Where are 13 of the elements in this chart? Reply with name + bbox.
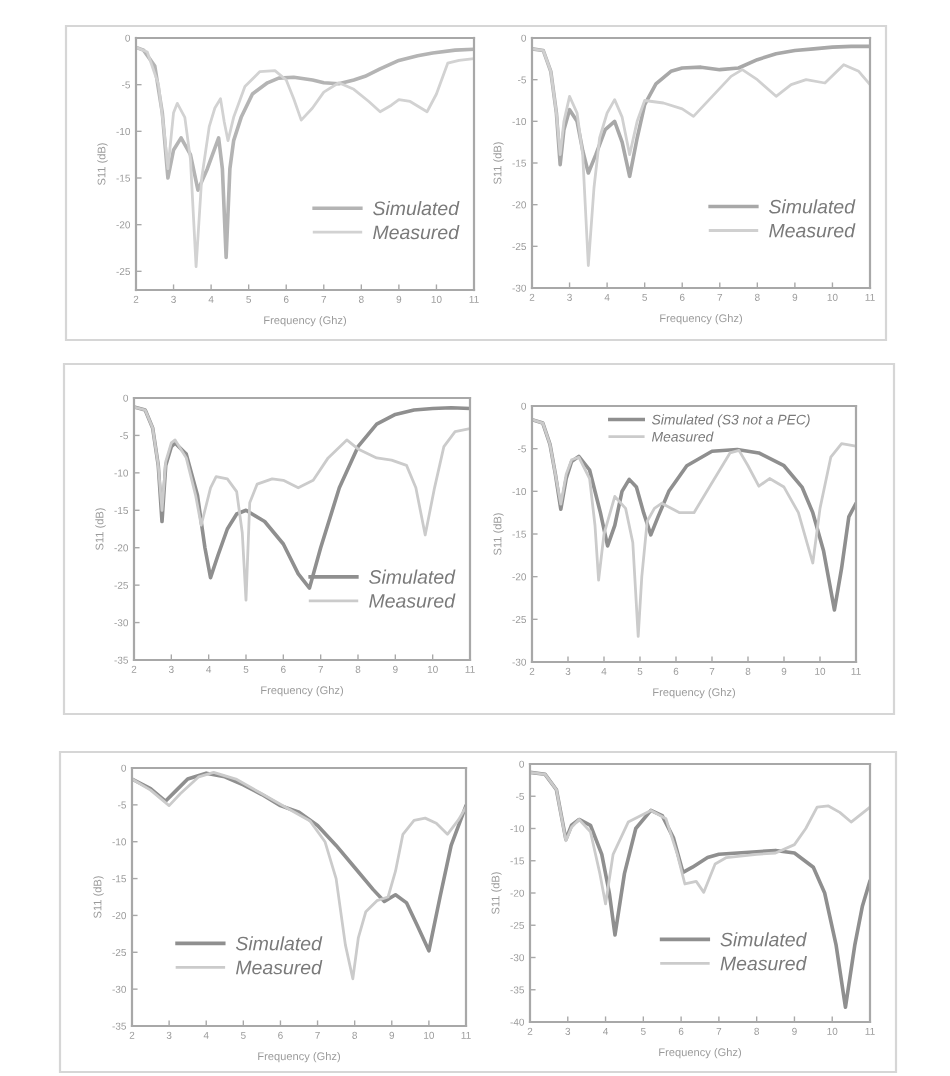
line-series [532, 47, 870, 267]
legend-label: Measured [369, 593, 456, 608]
legend-label: Simulated [235, 936, 323, 951]
legend-label: Measured [720, 956, 807, 971]
legend-label: Simulated [720, 932, 807, 947]
legend-label: Simulated [369, 569, 456, 584]
legend-label: Measured [769, 223, 856, 238]
legend-label: Simulated [769, 199, 856, 214]
legend-label: Measured [373, 224, 460, 240]
legend-label: Simulated [373, 200, 460, 216]
legend-label: Measured [236, 960, 323, 975]
line-series [530, 771, 870, 906]
line-series [530, 770, 870, 1009]
